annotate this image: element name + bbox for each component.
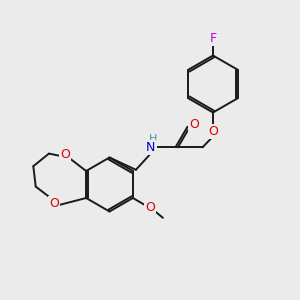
Text: O: O	[190, 118, 199, 131]
Text: O: O	[145, 201, 155, 214]
Text: H: H	[149, 134, 157, 144]
Text: F: F	[209, 32, 217, 46]
Text: N: N	[146, 141, 156, 154]
Text: O: O	[60, 148, 70, 161]
Text: O: O	[50, 197, 59, 210]
Text: O: O	[208, 125, 218, 138]
